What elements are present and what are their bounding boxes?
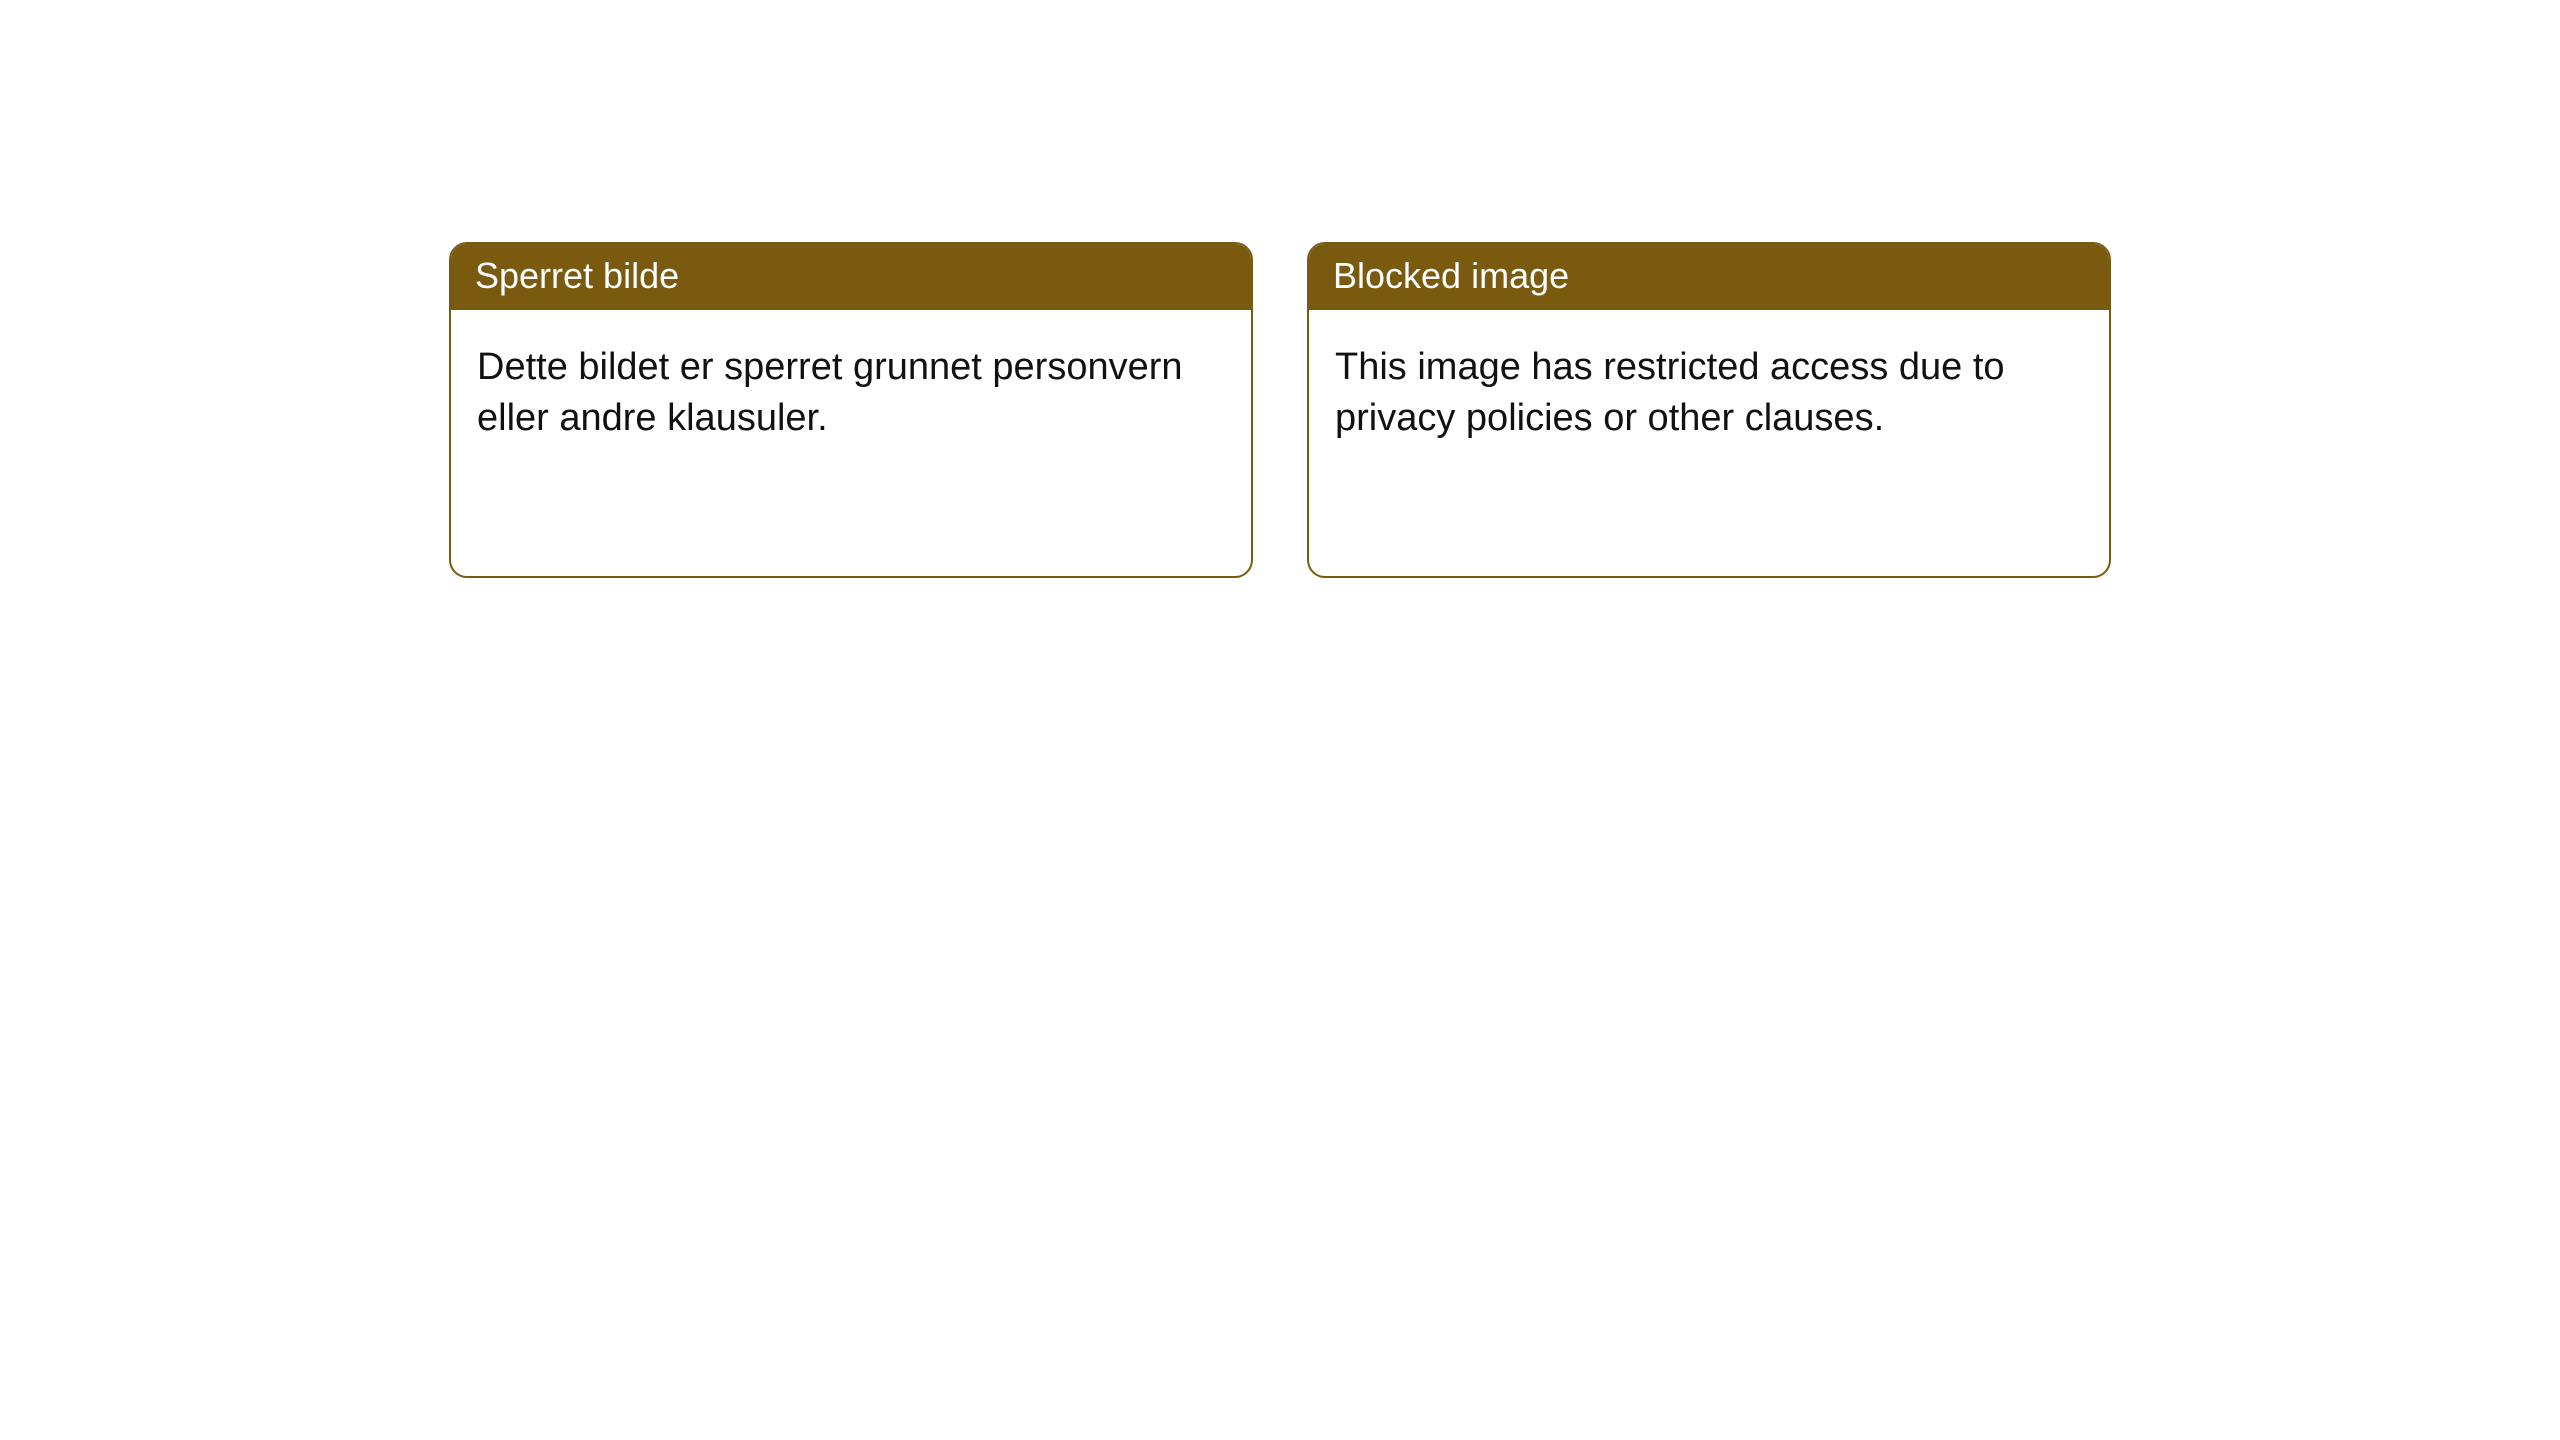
blocked-image-card-norwegian: Sperret bilde Dette bildet er sperret gr… xyxy=(449,242,1253,578)
card-title: Blocked image xyxy=(1309,244,2109,310)
card-body-text: Dette bildet er sperret grunnet personve… xyxy=(451,310,1251,477)
notice-cards-container: Sperret bilde Dette bildet er sperret gr… xyxy=(449,242,2560,578)
card-body-text: This image has restricted access due to … xyxy=(1309,310,2109,477)
blocked-image-card-english: Blocked image This image has restricted … xyxy=(1307,242,2111,578)
card-title: Sperret bilde xyxy=(451,244,1251,310)
